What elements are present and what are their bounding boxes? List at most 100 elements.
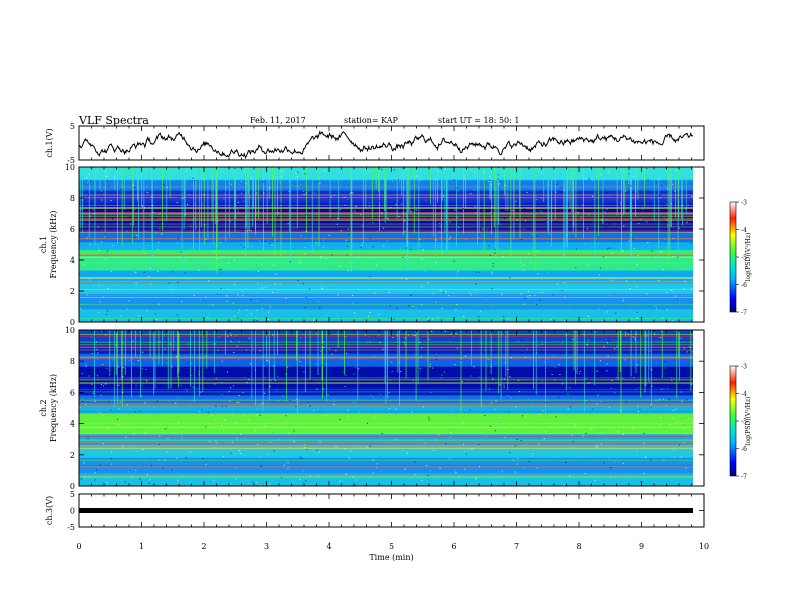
noise-pixel [688,346,691,348]
noise-pixel [414,461,416,463]
noise-pixel [410,249,412,251]
noise-pixel [216,295,218,297]
noise-pixel [96,349,98,351]
noise-pixel [106,310,109,312]
noise-pixel [546,271,549,273]
noise-pixel [304,480,307,482]
noise-pixel [497,174,500,176]
noise-pixel [605,338,607,340]
noise-pixel [542,385,545,387]
noise-pixel [436,354,438,356]
noise-pixel [238,394,240,396]
noise-pixel [587,213,590,215]
ch2-spectrogram [79,330,704,487]
noise-pixel [164,459,166,461]
noise-pixel [567,408,569,410]
noise-pixel [357,256,359,258]
spectral-band [79,291,693,294]
noise-pixel [350,192,353,194]
noise-pixel [321,288,323,290]
noise-pixel [131,380,133,382]
noise-pixel [404,230,406,232]
noise-pixel [637,292,639,294]
noise-pixel [635,466,638,468]
noise-pixel [424,270,426,272]
ch1-spectrogram [79,167,704,323]
noise-pixel [259,414,261,416]
spectral-band [79,316,693,320]
noise-pixel [655,182,657,184]
noise-pixel [427,217,429,219]
noise-pixel [485,231,487,233]
noise-pixel [248,229,251,231]
noise-pixel [550,319,552,321]
noise-pixel [672,238,674,240]
noise-pixel [458,367,460,369]
noise-pixel [521,238,523,240]
noise-pixel [608,295,611,297]
noise-pixel [676,248,678,250]
noise-pixel [649,350,651,352]
spectral-band [79,423,693,427]
noise-pixel [510,438,512,440]
noise-pixel [455,309,457,311]
noise-pixel [266,360,268,362]
noise-pixel [79,407,81,409]
noise-pixel [159,341,161,343]
noise-pixel [256,282,259,284]
noise-pixel [263,417,265,419]
noise-pixel [113,177,116,179]
noise-pixel [178,196,180,198]
noise-pixel [319,350,322,352]
noise-pixel [556,261,558,263]
noise-pixel [207,411,210,413]
noise-pixel [151,414,154,416]
noise-pixel [628,182,630,184]
noise-pixel [182,425,184,427]
noise-pixel [277,399,279,401]
noise-pixel [94,400,96,402]
noise-pixel [239,171,242,173]
noise-pixel [676,253,678,255]
noise-pixel [657,400,660,402]
noise-pixel [683,288,685,290]
noise-pixel [417,360,419,362]
noise-pixel [677,287,679,289]
noise-pixel [302,470,304,472]
noise-pixel [145,167,147,169]
noise-pixel [98,290,100,292]
noise-pixel [604,211,606,213]
noise-pixel [177,281,179,283]
noise-pixel [562,340,564,342]
colorbar [729,365,737,477]
noise-pixel [186,253,188,255]
noise-pixel [297,280,299,282]
noise-pixel [328,348,330,350]
noise-pixel [455,274,457,276]
noise-pixel [333,313,335,315]
noise-pixel [146,474,148,476]
noise-pixel [119,175,122,177]
noise-pixel [591,179,593,181]
noise-pixel [402,266,404,268]
noise-pixel [378,200,381,202]
noise-pixel [326,314,329,316]
noise-pixel [569,406,572,408]
noise-pixel [347,409,349,411]
noise-pixel [491,272,493,274]
noise-pixel [348,452,350,454]
noise-pixel [449,435,451,437]
noise-pixel [333,181,336,183]
noise-pixel [239,189,241,191]
noise-pixel [304,173,306,175]
noise-pixel [474,171,476,173]
noise-pixel [564,296,566,298]
noise-pixel [353,401,355,403]
noise-pixel [364,334,366,336]
noise-pixel [203,409,205,411]
noise-pixel [188,194,190,196]
noise-pixel [396,308,398,310]
noise-pixel [518,276,520,278]
noise-pixel [308,288,311,290]
noise-pixel [591,195,594,197]
